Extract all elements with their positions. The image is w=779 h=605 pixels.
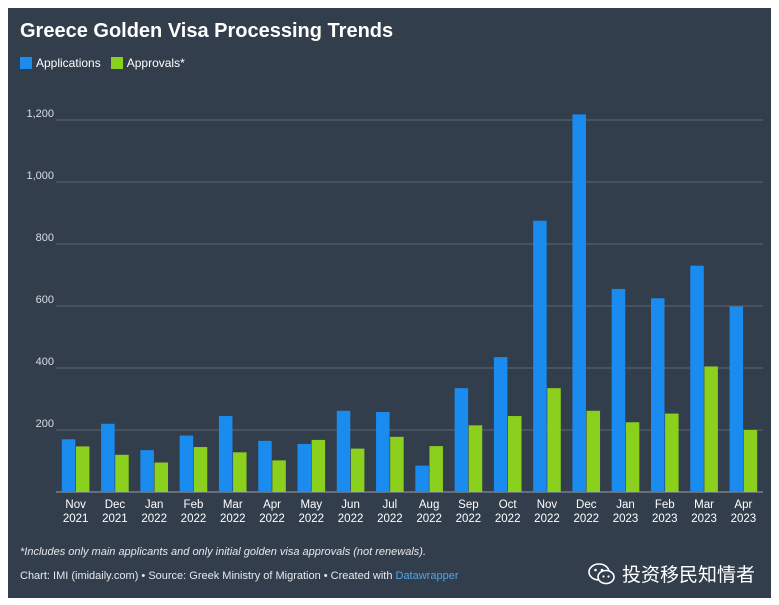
bar-approvals [665,413,679,492]
watermark-text: 投资移民知情者 [621,565,755,586]
bar-applications [729,306,744,492]
x-tick-label-month: Apr [734,499,752,511]
bar-applications [611,288,626,492]
credit-line: Chart: IMI (imidaily.com) • Source: Gree… [20,570,458,582]
y-tick-label: 800 [36,232,54,244]
x-tick-label-month: Mar [694,499,714,511]
datawrapper-link[interactable]: Datawrapper [395,570,459,582]
x-tick-label-year: 2023 [731,513,757,525]
x-tick-label-month: Nov [537,499,558,511]
legend-swatch-applications [20,57,32,69]
watermark: 投资移民知情者 [588,560,755,587]
x-tick-label-year: 2022 [299,513,325,525]
x-tick-label-year: 2021 [63,513,89,525]
bar-approvals [350,448,365,492]
x-tick-label-month: Nov [65,499,86,511]
bar-approvals [75,446,90,492]
bar-approvals [429,446,443,492]
x-tick-label-month: Jul [383,499,398,511]
x-tick-label-year: 2022 [495,513,521,525]
x-tick-label-month: Mar [223,499,243,511]
bar-approvals [233,452,247,492]
legend-label-approvals: Approvals* [126,56,185,70]
chart-title: Greece Golden Visa Processing Trends [20,20,394,42]
bar-approvals [507,416,522,492]
x-tick-label-year: 2022 [377,513,403,525]
y-tick-label: 200 [36,418,54,430]
y-tick-label: 1,200 [26,108,54,120]
footnote: *Includes only main applicants and only … [20,546,427,558]
legend-item-applications: Applications [20,56,101,70]
x-tick-label-month: Apr [263,499,281,511]
bar-applications [336,410,351,492]
x-tick-label-month: Jan [616,499,635,511]
x-tick-label-month: Sep [458,499,478,511]
x-tick-label-month: Feb [655,499,675,511]
chart-plot: 200 400 600 800 1,000 1,200 Nov 2021 Dec 2021 Jan 2… [26,108,763,525]
y-tick-label: 1,000 [26,170,54,182]
x-tick-label-year: 2023 [691,513,717,525]
bar-approvals [586,410,601,492]
credit-text: Chart: IMI (imidaily.com) • Source: Gree… [20,570,396,582]
x-tick-label-month: May [300,499,322,511]
wechat-icon [588,562,615,584]
x-tick-label-month: Jun [341,499,360,511]
x-tick-label-year: 2022 [259,513,285,525]
x-tick-label-month: Dec [576,499,597,511]
bar-applications [533,220,547,492]
bar-approvals [743,430,758,492]
y-tick-label: 400 [36,356,54,368]
legend: Applications Approvals* [20,56,185,70]
legend-label-applications: Applications [36,56,101,70]
x-tick-label-year: 2022 [181,513,207,525]
x-tick-label-month: Oct [499,499,518,511]
bar-applications [572,114,586,493]
bar-applications [61,439,76,492]
bar-applications [493,357,508,492]
x-tick-label-year: 2023 [652,513,678,525]
x-tick-label-month: Feb [184,499,204,511]
x-tick-label-month: Dec [105,499,126,511]
bar-approvals [468,425,483,492]
x-tick-label-year: 2022 [456,513,482,525]
bar-approvals [390,436,404,492]
bar-approvals [547,388,561,492]
x-tick-label-month: Jan [145,499,164,511]
x-tick-label-year: 2022 [573,513,599,525]
x-tick-label-year: 2022 [534,513,560,525]
x-tick-label-year: 2022 [220,513,246,525]
bar-approvals [115,454,129,492]
y-tick-label: 600 [36,294,54,306]
x-tick-label-year: 2023 [613,513,639,525]
x-tick-label-year: 2022 [338,513,364,525]
bar-approvals [193,447,208,492]
x-tick-label-month: Aug [419,499,439,511]
bar-approvals [704,366,718,492]
bar-applications [415,465,429,492]
legend-swatch-approvals [110,57,123,69]
bar-applications [258,440,272,492]
bar-approvals [625,422,640,492]
bar-applications [101,423,115,492]
legend-item-approvals: Approvals* [110,56,185,70]
bar-applications [218,416,233,492]
x-tick-label-year: 2022 [416,513,442,525]
chart-card: Greece Golden Visa Processing Trends App… [8,8,771,598]
bar-applications [140,450,154,492]
bar-approvals [154,462,168,492]
bar-applications [651,298,665,492]
bar-applications [690,265,704,492]
x-tick-label-year: 2021 [102,513,128,525]
x-tick-label-year: 2022 [141,513,167,525]
bar-applications [179,435,194,492]
bar-applications [454,388,469,492]
bar-approvals [311,439,326,492]
bar-applications [376,412,390,492]
bar-applications [297,443,312,492]
bar-approvals [272,460,286,492]
